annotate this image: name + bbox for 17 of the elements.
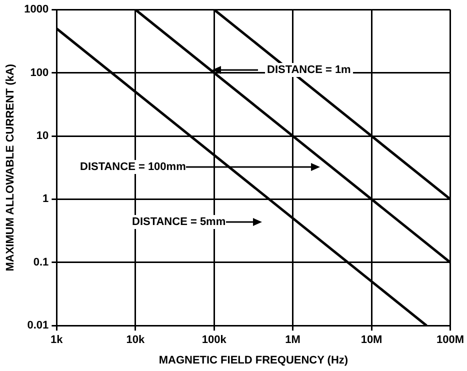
y-tick-label: 1000 xyxy=(24,4,49,16)
annotation: DISTANCE = 5mm xyxy=(130,215,228,229)
y-tick-label: 0.1 xyxy=(33,256,49,268)
x-tick-label: 100k xyxy=(202,334,228,346)
x-tick-label: 10M xyxy=(360,334,382,346)
x-tick-label: 1k xyxy=(50,334,64,346)
x-tick-label: 1M xyxy=(285,334,300,346)
x-tick-label: 10k xyxy=(126,334,146,346)
x-tick-label: 100M xyxy=(436,334,464,346)
y-tick-label: 1 xyxy=(42,193,49,206)
y-tick-label: 0.01 xyxy=(27,320,49,332)
y-tick-label: 10 xyxy=(36,130,49,142)
annotation: DISTANCE = 100mm xyxy=(78,160,188,174)
y-axis-title: MAXIMUM ALLOWABLE CURRENT (kA) xyxy=(4,64,17,272)
x-axis-title: MAGNETIC FIELD FREQUENCY (Hz) xyxy=(158,354,348,366)
annotation: DISTANCE = 1m xyxy=(265,63,353,77)
y-tick-label: 100 xyxy=(30,66,49,79)
